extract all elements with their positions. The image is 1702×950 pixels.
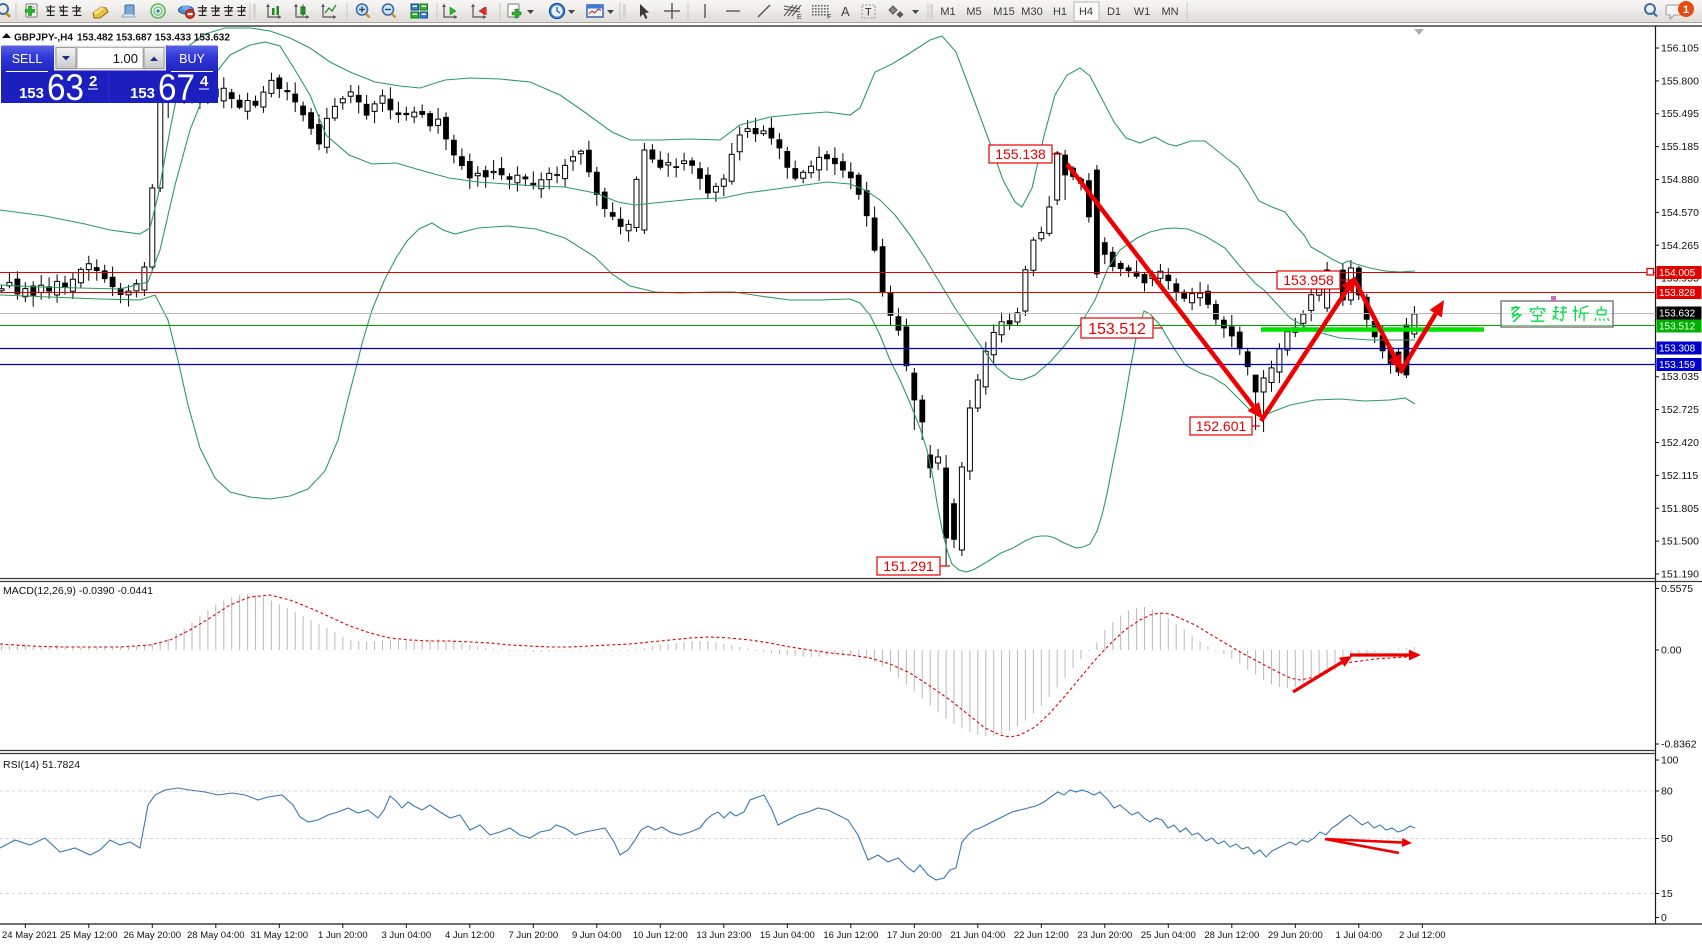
svg-text:MACD(12,26,9) -0.0390 -0.0441: MACD(12,26,9) -0.0390 -0.0441 xyxy=(3,585,153,597)
svg-text:67: 67 xyxy=(158,67,195,108)
svg-text:M15: M15 xyxy=(993,6,1014,18)
svg-text:63: 63 xyxy=(47,67,84,108)
svg-text:153.632: 153.632 xyxy=(1659,309,1696,320)
svg-text:10 Jun 12:00: 10 Jun 12:00 xyxy=(633,930,688,941)
svg-text:155.185: 155.185 xyxy=(1661,141,1699,153)
svg-text:E: E xyxy=(797,14,802,21)
svg-text:24 May 2021: 24 May 2021 xyxy=(2,930,57,941)
svg-text:156.105: 156.105 xyxy=(1661,43,1699,55)
svg-text:28 May 04:00: 28 May 04:00 xyxy=(187,930,245,941)
svg-text:50: 50 xyxy=(1661,833,1673,845)
svg-text:BUY: BUY xyxy=(179,52,205,66)
svg-text:9 Jun 04:00: 9 Jun 04:00 xyxy=(572,930,622,941)
svg-text:M30: M30 xyxy=(1021,6,1042,18)
svg-text:152.420: 152.420 xyxy=(1661,437,1699,449)
svg-text:F: F xyxy=(827,14,831,21)
svg-text:4: 4 xyxy=(200,73,209,90)
svg-text:29 Jun 20:00: 29 Jun 20:00 xyxy=(1268,930,1323,941)
svg-text:15 Jun 04:00: 15 Jun 04:00 xyxy=(760,930,815,941)
svg-text:153.159: 153.159 xyxy=(1659,360,1696,371)
svg-text:152.725: 152.725 xyxy=(1661,404,1699,416)
svg-text:13 Jun 23:00: 13 Jun 23:00 xyxy=(696,930,751,941)
svg-text:W1: W1 xyxy=(1134,6,1151,18)
svg-text:100: 100 xyxy=(1661,755,1679,767)
svg-text:H4: H4 xyxy=(1079,6,1093,18)
svg-text:H1: H1 xyxy=(1053,6,1067,18)
svg-text:RSI(14) 51.7824: RSI(14) 51.7824 xyxy=(3,759,80,771)
svg-text:22 Jun 12:00: 22 Jun 12:00 xyxy=(1014,930,1069,941)
svg-text:0.00: 0.00 xyxy=(1661,645,1682,657)
svg-text:1.00: 1.00 xyxy=(113,51,138,66)
svg-text:153.512: 153.512 xyxy=(1659,322,1696,333)
svg-text:153.958: 153.958 xyxy=(1283,272,1334,288)
svg-text:155.800: 155.800 xyxy=(1661,75,1699,87)
svg-text:25 Jun 04:00: 25 Jun 04:00 xyxy=(1141,930,1196,941)
svg-text:A: A xyxy=(841,4,850,19)
svg-text:2 Jul 12:00: 2 Jul 12:00 xyxy=(1399,930,1445,941)
svg-text:28 Jun 12:00: 28 Jun 12:00 xyxy=(1204,930,1259,941)
svg-text:15: 15 xyxy=(1661,888,1673,900)
svg-text:155.495: 155.495 xyxy=(1661,108,1699,120)
svg-text:GBPJPY-,H4: GBPJPY-,H4 xyxy=(14,33,73,44)
svg-text:16 Jun 12:00: 16 Jun 12:00 xyxy=(823,930,878,941)
svg-text:154.265: 154.265 xyxy=(1661,240,1699,252)
svg-text:151.190: 151.190 xyxy=(1661,569,1699,581)
svg-text:1 Jun 20:00: 1 Jun 20:00 xyxy=(318,930,368,941)
svg-text:T: T xyxy=(865,7,872,19)
svg-text:154.570: 154.570 xyxy=(1661,207,1699,219)
svg-text:0: 0 xyxy=(1661,912,1667,924)
svg-text:155.138: 155.138 xyxy=(995,146,1046,162)
svg-text:D1: D1 xyxy=(1107,6,1121,18)
svg-text:153: 153 xyxy=(130,85,155,102)
svg-text:153.482 153.687 153.433 153.63: 153.482 153.687 153.433 153.632 xyxy=(77,33,230,44)
svg-text:M1: M1 xyxy=(940,6,955,18)
svg-text:153.035: 153.035 xyxy=(1661,371,1699,383)
svg-text:3 Jun 04:00: 3 Jun 04:00 xyxy=(381,930,431,941)
svg-text:153.308: 153.308 xyxy=(1659,344,1696,355)
svg-text:1: 1 xyxy=(1683,4,1689,16)
svg-text:21 Jun 04:00: 21 Jun 04:00 xyxy=(950,930,1005,941)
svg-text:152.601: 152.601 xyxy=(1196,418,1247,434)
svg-text:1 Jul 04:00: 1 Jul 04:00 xyxy=(1336,930,1382,941)
svg-text:151.805: 151.805 xyxy=(1661,503,1699,515)
svg-text:152.115: 152.115 xyxy=(1661,470,1698,482)
svg-text:154.005: 154.005 xyxy=(1659,268,1696,279)
svg-text:25 May 12:00: 25 May 12:00 xyxy=(60,930,118,941)
svg-text:80: 80 xyxy=(1661,786,1673,798)
svg-text:M5: M5 xyxy=(966,6,981,18)
svg-text:4 Jun 12:00: 4 Jun 12:00 xyxy=(445,930,495,941)
svg-text:2: 2 xyxy=(89,73,97,90)
svg-text:26 May 20:00: 26 May 20:00 xyxy=(124,930,182,941)
svg-text:23 Jun 20:00: 23 Jun 20:00 xyxy=(1077,930,1132,941)
svg-text:153.512: 153.512 xyxy=(1088,321,1146,338)
svg-text:154.880: 154.880 xyxy=(1661,174,1699,186)
svg-text:153: 153 xyxy=(19,85,44,102)
svg-text:151.500: 151.500 xyxy=(1661,536,1699,548)
svg-text:31 May 12:00: 31 May 12:00 xyxy=(251,930,309,941)
svg-text:153.828: 153.828 xyxy=(1659,288,1696,299)
svg-text:-0.8362: -0.8362 xyxy=(1661,739,1697,751)
svg-text:0.5575: 0.5575 xyxy=(1661,583,1693,595)
svg-text:7 Jun 20:00: 7 Jun 20:00 xyxy=(508,930,558,941)
svg-text:MN: MN xyxy=(1161,6,1178,18)
svg-text:17 Jun 20:00: 17 Jun 20:00 xyxy=(887,930,942,941)
svg-text:SELL: SELL xyxy=(12,52,43,66)
svg-text:151.291: 151.291 xyxy=(883,558,934,574)
